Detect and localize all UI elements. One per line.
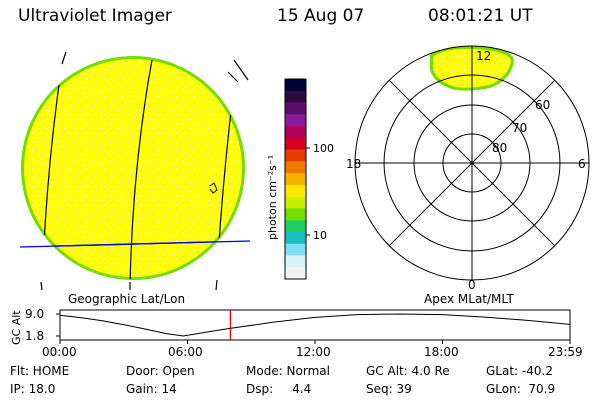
colorbar-segment <box>285 102 306 115</box>
colorbar-segment <box>285 231 306 245</box>
altitude-series-line <box>59 313 571 337</box>
mlat-label-70: 70 <box>512 121 527 135</box>
alt-xtick-1800: 18:00 <box>424 345 459 359</box>
colorbar-tick-100: 100 <box>313 142 334 155</box>
alt-ytick-high: 9.0 <box>25 307 44 321</box>
colorbar-segment <box>285 173 306 186</box>
ip-readout: IP: 18.0 <box>10 382 56 396</box>
geographic-globe <box>19 51 251 291</box>
colorbar-segment <box>285 114 306 127</box>
colorbar-segment <box>285 161 306 174</box>
colorbar-segment <box>285 137 306 151</box>
mlt-label-6: 6 <box>578 157 586 171</box>
glon-readout: GLon: 70.9 <box>486 382 556 396</box>
colorbar-segment <box>285 243 306 257</box>
door-readout: Door: Open <box>126 364 195 378</box>
gc-alt-readout: GC Alt: 4.0 Re <box>366 364 450 378</box>
alt-ytick-low: 1.8 <box>25 329 44 343</box>
colorbar <box>285 79 306 280</box>
alt-ylabel: GC Alt <box>10 310 23 345</box>
mlt-line-diag-2 <box>388 79 556 247</box>
gain-readout: Gain: 14 <box>126 382 177 396</box>
time-label: 08:01:21 UT <box>428 6 533 26</box>
colorbar-segment <box>285 126 306 139</box>
colorbar-segment <box>285 208 306 221</box>
alt-xtick-0600: 06:00 <box>168 345 203 359</box>
polar-plot: 12 18 6 0 60 70 80 <box>346 45 590 292</box>
colorbar-segment <box>285 184 306 198</box>
polar-panel-label: Apex MLat/MLT <box>424 292 514 306</box>
colorbar-segment <box>285 255 306 268</box>
mlat-label-60: 60 <box>535 98 550 112</box>
colorbar-segment <box>285 220 306 233</box>
seq-readout: Seq: 39 <box>366 382 412 396</box>
mlat-label-80: 80 <box>492 141 507 155</box>
colorbar-segment <box>285 196 306 210</box>
glat-readout: GLat: -40.2 <box>486 364 553 378</box>
flt-readout: Flt: HOME <box>10 364 70 378</box>
mode-readout: Mode: Normal <box>246 364 330 378</box>
mlt-label-18: 18 <box>346 157 361 171</box>
colorbar-segment <box>285 149 306 162</box>
colorbar-segment <box>285 90 306 104</box>
altitude-plot: 9.0 1.8 GC Alt <box>10 307 571 345</box>
colorbar-units-label: photon cm⁻²s⁻¹ <box>266 155 279 240</box>
alt-xtick-2359: 23:59 <box>548 345 583 359</box>
colorbar-segment <box>285 79 306 92</box>
app-title: Ultraviolet Imager <box>18 6 172 26</box>
alt-xtick-1200: 12:00 <box>296 345 331 359</box>
geo-panel-label: Geographic Lat/Lon <box>68 292 185 306</box>
alt-xtick-0000: 00:00 <box>42 345 77 359</box>
date-label: 15 Aug 07 <box>277 6 365 26</box>
globe-emission <box>24 59 242 277</box>
mlt-label-0: 0 <box>468 278 476 292</box>
dsp-readout: Dsp: 4.4 <box>246 382 312 396</box>
mlt-label-12: 12 <box>476 49 491 63</box>
colorbar-segment <box>285 267 306 280</box>
colorbar-tick-10: 10 <box>313 229 327 242</box>
coastline-fragment <box>209 182 218 194</box>
